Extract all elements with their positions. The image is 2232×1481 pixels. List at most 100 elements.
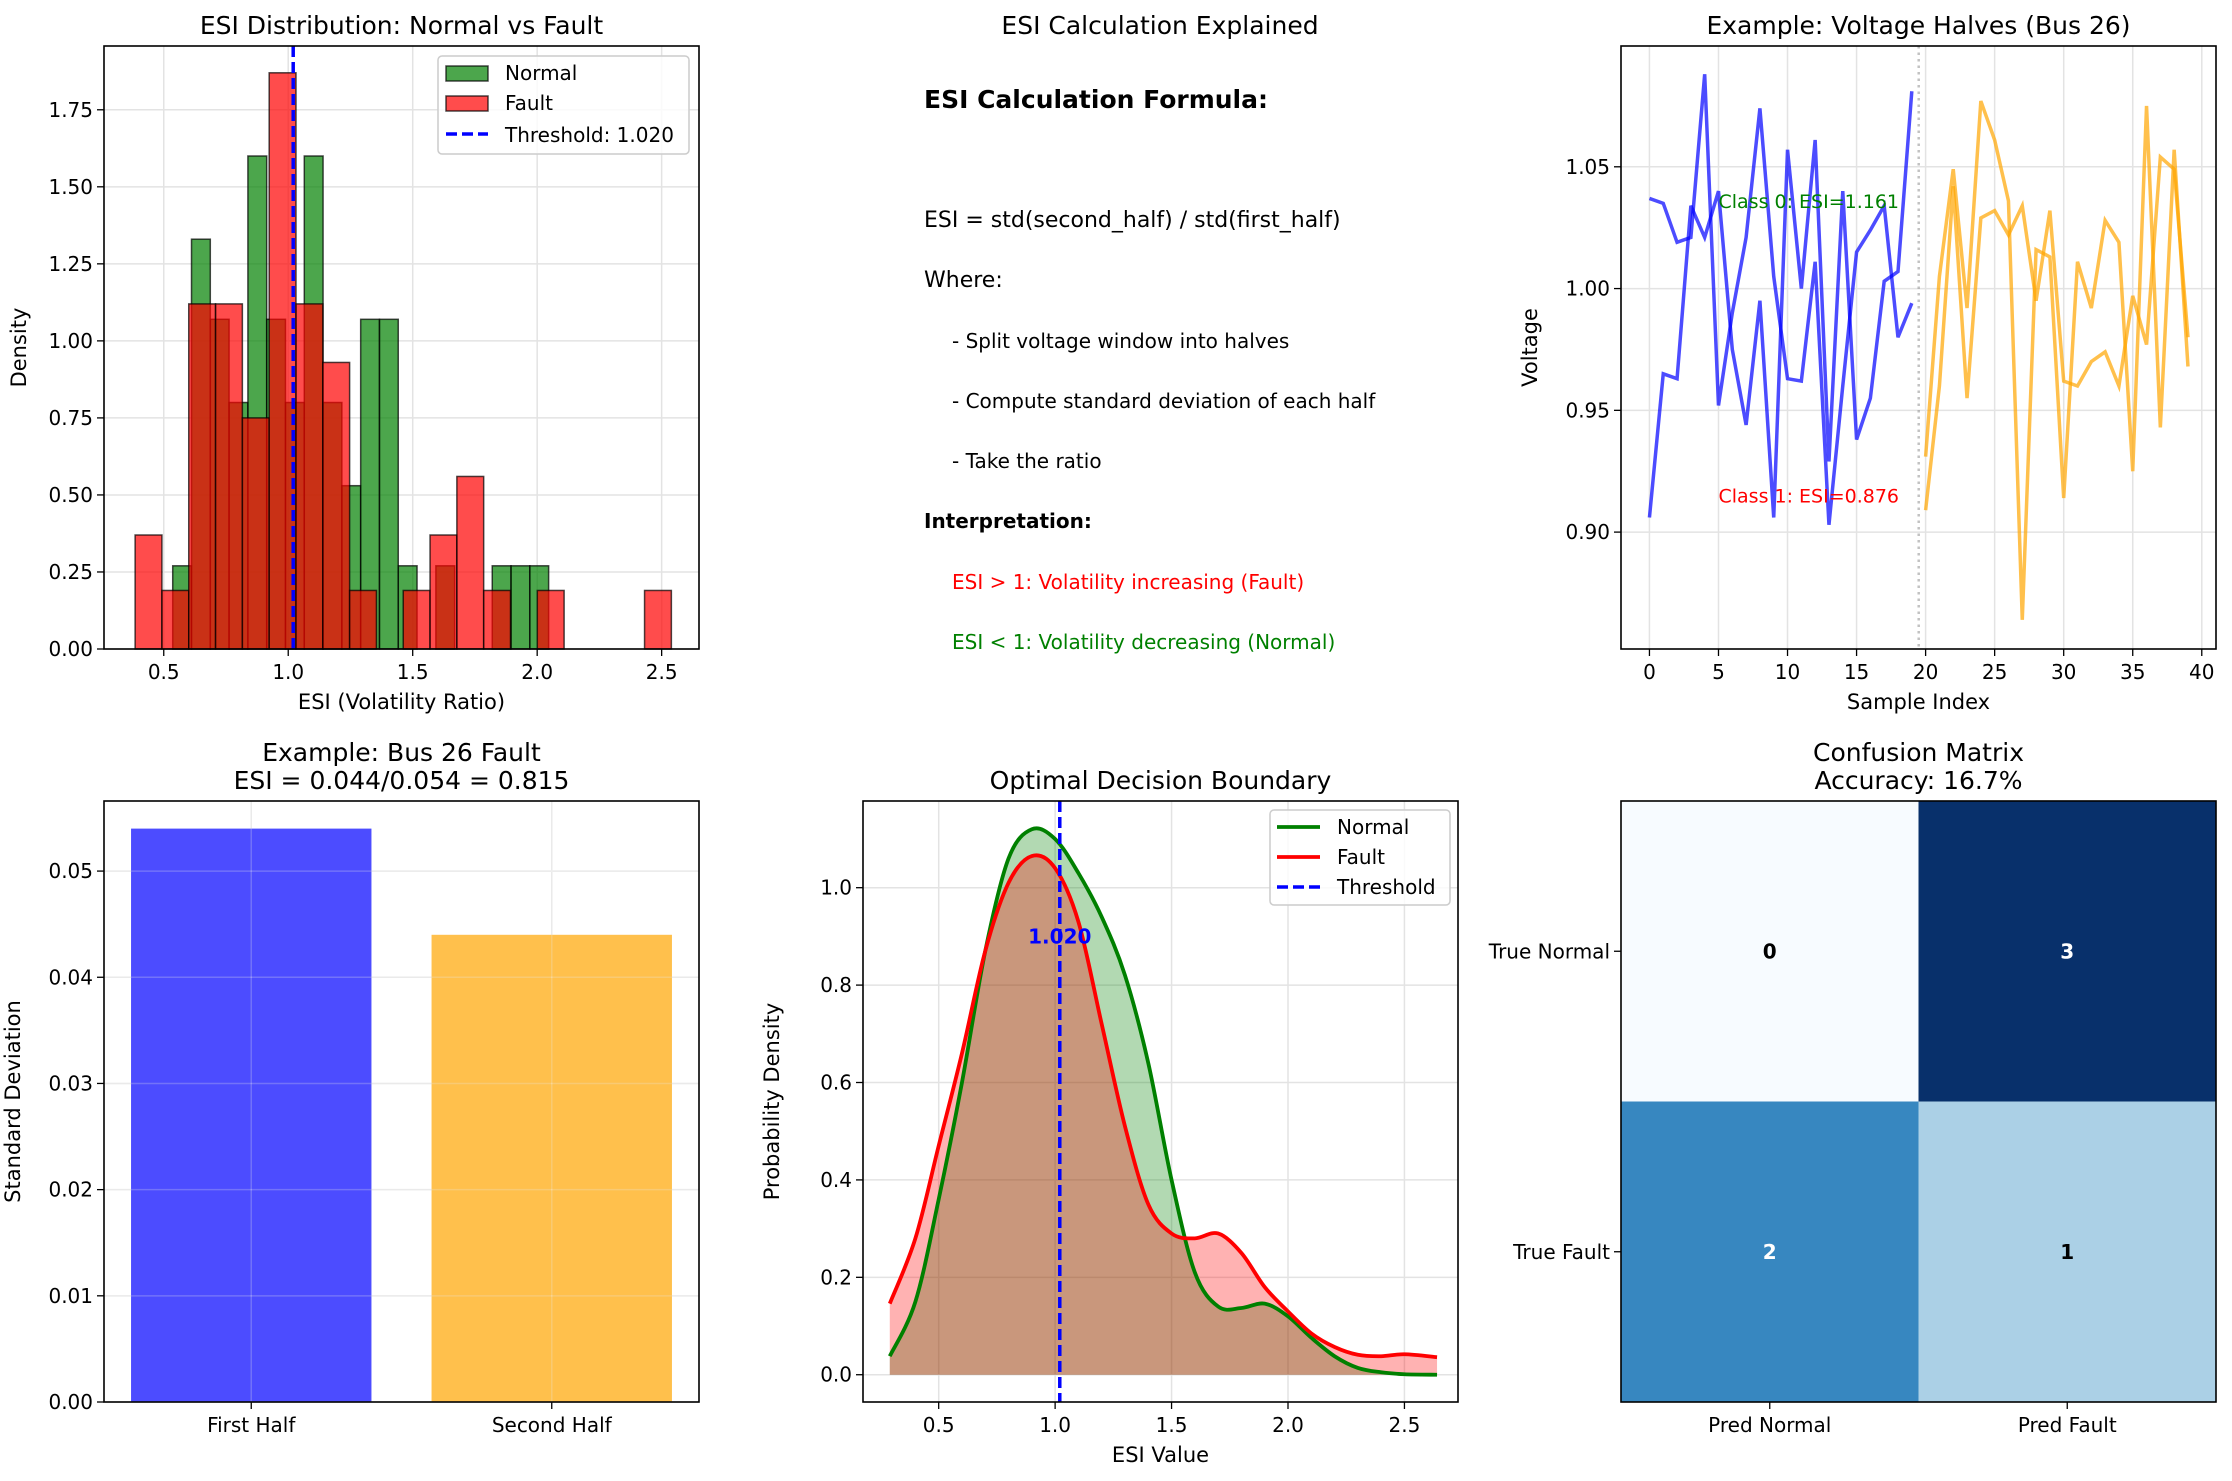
x-tick-label: 1.5 [1156,1413,1188,1437]
step-1: - Split voltage window into halves [952,329,1289,353]
y-tick-label: 1.05 [1565,155,1610,179]
histogram-bar-fault [429,534,458,650]
x-tick-label: 2.0 [1272,1413,1304,1437]
kde-fill-normal [889,828,1438,1375]
x-axis-label: ESI (Volatility Ratio) [298,690,505,714]
y-tick-label: 0.75 [48,406,93,430]
chart-title: ESI Distribution: Normal vs Fault [200,11,604,40]
y-tick-label: 1.75 [48,98,93,122]
y-tick-label: 0.0 [820,1363,852,1387]
step-3: - Take the ratio [952,449,1102,473]
legend-swatch-fault [445,95,489,112]
x-tick-label: 1.0 [272,660,304,684]
x-tick-label: 0.5 [923,1413,955,1437]
y-tick-label: 0.4 [820,1168,852,1192]
histogram-bar-fault [161,589,190,650]
matrix-cell-value: 3 [2060,939,2074,963]
class-annotation: Class 0: ESI=1.161 [1718,191,1899,213]
y-tick-label: 0.25 [48,560,93,584]
x-tick-label: 5 [1712,660,1725,684]
matrix-cell [1918,1101,2217,1403]
x-axis-label: ESI Value [1112,1443,1209,1467]
axes-cm: 0 3 2 1 True Normal True Fault Pred Normal Pred… [1488,738,2217,1437]
axes-frame [862,800,1459,1403]
column-label: Pred Normal [1708,1413,1831,1437]
x-tick-label: 2.0 [521,660,553,684]
y-tick-label: 1.50 [48,175,93,199]
kde-fill-fault [889,855,1438,1375]
x-tick-label: 0.5 [148,660,180,684]
explanation-title: ESI Calculation Explained [1001,11,1318,40]
row-label: True Fault [1512,1240,1610,1264]
histogram-bar-fault [214,303,244,650]
y-tick-label: 0.02 [48,1178,93,1202]
histogram-bar-fault [482,589,512,650]
chart-title: Optimal Decision Boundary [990,766,1332,795]
bar-first-half [131,828,372,1402]
axes-voltage: 0 5 10 15 20 25 30 35 40 0.90 0.95 1.00 1.05 Example:… [1518,11,2217,714]
axes-hist: 0.5 1.0 1.5 2.0 2.5 0.00 0.25 0.50 0.75 1.00 1.25 1… [7,11,700,714]
legend-label: Fault [505,91,553,115]
legend-label: Threshold: 1.020 [504,123,674,147]
y-axis-label: Density [7,308,31,388]
chart-title: Example: Bus 26 Fault [262,738,541,767]
x-tick-label: First Half [207,1413,296,1437]
y-axis-label: Probability Density [760,1003,784,1201]
histogram-bar-fault [536,589,565,650]
kde-line-normal [888,826,1438,1377]
x-tick-label: 0 [1643,660,1656,684]
interpretation-normal: ESI < 1: Volatility decreasing (Normal) [952,630,1335,654]
y-tick-label: 0.04 [48,965,93,989]
y-tick-label: 1.00 [48,329,93,353]
plot-area: 1.020 [888,801,1438,1402]
voltage-line [1923,153,2190,511]
axes-frame [103,800,700,1403]
formula-heading: ESI Calculation Formula: [924,85,1268,114]
legend: Normal Fault Threshold [1269,809,1451,906]
matrix-cell [1918,801,2217,1102]
axes-frame [1620,45,2217,650]
y-tick-label: 0.2 [820,1265,852,1289]
histogram-bar-fault [322,361,351,650]
axes-bars: First Half Second Half 0.00 0.01 0.02 0.03 0.0… [1,738,700,1437]
chart-title: Accuracy: 16.7% [1814,766,2022,795]
legend: Normal Fault Threshold: 1.020 [437,55,690,155]
axes-kde: 0.5 1.0 1.5 2.0 2.5 0.0 0.2 0.4 0.6 0.8 1.0 Optimal… [760,766,1459,1467]
y-tick-label: 0.05 [48,859,93,883]
legend-label: Fault [1337,845,1385,869]
voltage-line [1923,100,2190,620]
threshold-value-label: 1.020 [1028,924,1091,948]
x-tick-label: Second Half [492,1413,613,1437]
legend-label: Threshold [1336,875,1436,899]
y-tick-label: 0.90 [1565,520,1610,544]
explanation-panel: ESI Calculation Explained ESI Calculatio… [924,11,1376,654]
y-tick-label: 0.00 [48,1390,93,1414]
where-label: Where: [924,268,1003,293]
histogram-bar-fault [643,589,673,650]
y-axis-label: Voltage [1518,308,1542,387]
chart-title: Example: Voltage Halves (Bus 26) [1706,11,2130,40]
histogram-bar-fault [402,589,431,650]
plot-area [104,801,699,1403]
x-axis-label: Sample Index [1847,690,1990,714]
interpretation-heading: Interpretation: [924,509,1092,533]
y-tick-label: 0.50 [48,483,93,507]
matrix-cell-value: 1 [2060,1240,2074,1264]
y-tick-label: 0.95 [1565,398,1610,422]
x-tick-label: 30 [2051,660,2076,684]
y-tick-label: 0.01 [48,1284,93,1308]
interpretation-fault: ESI > 1: Volatility increasing (Fault) [952,570,1304,594]
histogram-bar-fault [241,417,270,650]
x-tick-label: 2.5 [1389,1413,1421,1437]
legend-swatch-normal [445,65,489,82]
histogram-bar-normal [378,318,400,650]
y-axis-label: Standard Deviation [1,1000,25,1203]
y-tick-label: 0.8 [820,973,852,997]
axes-frame [103,45,700,650]
matrix-cell [1621,1101,1919,1403]
x-tick-label: 10 [1775,660,1800,684]
kde-line-fault [888,853,1438,1360]
histogram-bar-fault [456,475,485,650]
x-tick-label: 1.5 [397,660,429,684]
